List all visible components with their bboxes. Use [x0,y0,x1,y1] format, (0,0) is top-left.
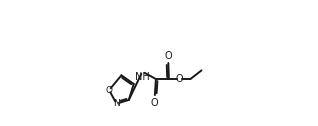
Text: O: O [164,51,172,60]
Text: NH: NH [135,72,150,82]
Text: O: O [176,74,183,84]
Text: O: O [106,86,113,95]
Text: O: O [151,98,158,107]
Text: N: N [113,99,120,108]
